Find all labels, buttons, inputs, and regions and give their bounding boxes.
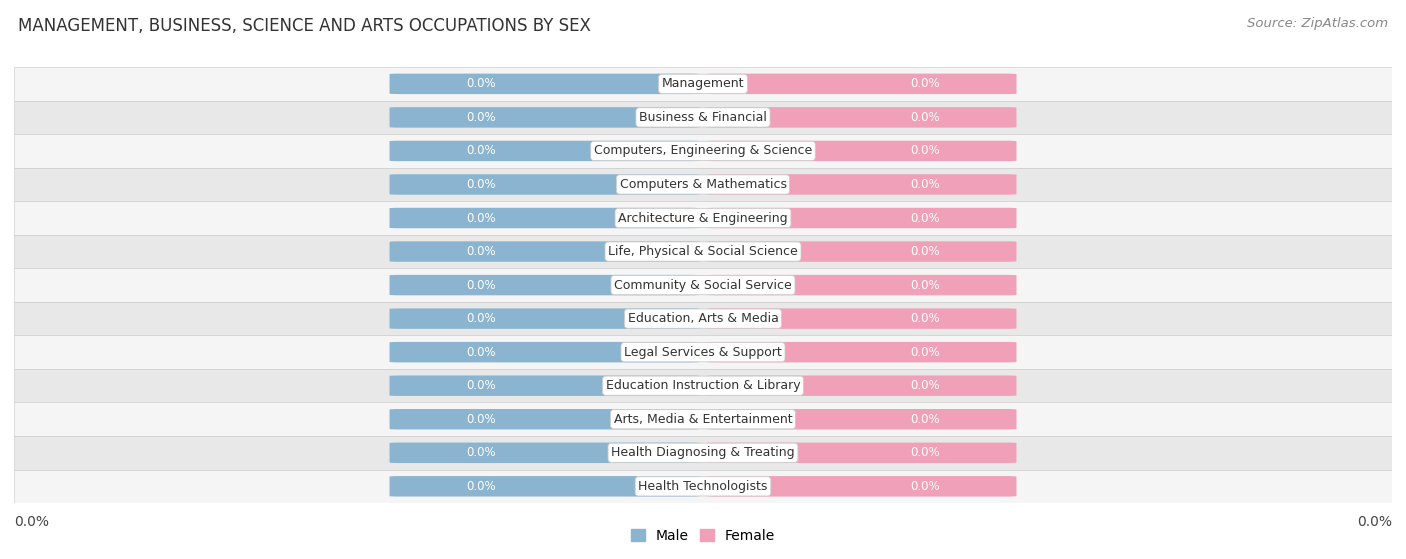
Text: 0.0%: 0.0% [910,345,941,359]
FancyBboxPatch shape [389,174,700,195]
Bar [14,168,1392,201]
Bar [14,369,1392,402]
FancyBboxPatch shape [706,141,1017,161]
Bar [14,470,1392,503]
Text: 0.0%: 0.0% [910,178,941,191]
Text: Community & Social Service: Community & Social Service [614,278,792,292]
Text: Life, Physical & Social Science: Life, Physical & Social Science [609,245,797,258]
Text: 0.0%: 0.0% [910,245,941,258]
Text: 0.0%: 0.0% [465,480,496,493]
Text: 0.0%: 0.0% [910,312,941,325]
Bar [14,436,1392,470]
FancyBboxPatch shape [706,409,1017,429]
Text: Business & Financial: Business & Financial [640,111,766,124]
FancyBboxPatch shape [706,376,1017,396]
Text: 0.0%: 0.0% [910,278,941,292]
Text: Legal Services & Support: Legal Services & Support [624,345,782,359]
Text: 0.0%: 0.0% [465,413,496,426]
Text: 0.0%: 0.0% [14,515,49,529]
FancyBboxPatch shape [389,275,700,295]
Text: 0.0%: 0.0% [465,144,496,158]
Bar [14,67,1392,101]
FancyBboxPatch shape [389,409,700,429]
Text: 0.0%: 0.0% [465,111,496,124]
FancyBboxPatch shape [389,74,700,94]
FancyBboxPatch shape [706,241,1017,262]
Text: Architecture & Engineering: Architecture & Engineering [619,211,787,225]
FancyBboxPatch shape [389,208,700,228]
Text: 0.0%: 0.0% [910,413,941,426]
FancyBboxPatch shape [706,476,1017,496]
Text: 0.0%: 0.0% [910,144,941,158]
FancyBboxPatch shape [389,443,700,463]
FancyBboxPatch shape [706,275,1017,295]
FancyBboxPatch shape [389,141,700,161]
Bar [14,201,1392,235]
FancyBboxPatch shape [389,376,700,396]
Text: Education, Arts & Media: Education, Arts & Media [627,312,779,325]
Text: Source: ZipAtlas.com: Source: ZipAtlas.com [1247,17,1388,30]
Text: 0.0%: 0.0% [465,278,496,292]
FancyBboxPatch shape [389,107,700,127]
FancyBboxPatch shape [389,241,700,262]
Text: 0.0%: 0.0% [465,312,496,325]
FancyBboxPatch shape [706,74,1017,94]
Text: 0.0%: 0.0% [465,211,496,225]
FancyBboxPatch shape [706,443,1017,463]
FancyBboxPatch shape [706,342,1017,362]
Text: 0.0%: 0.0% [910,111,941,124]
Text: 0.0%: 0.0% [910,77,941,91]
Bar [14,235,1392,268]
Text: 0.0%: 0.0% [465,345,496,359]
FancyBboxPatch shape [706,309,1017,329]
Bar [14,402,1392,436]
Text: 0.0%: 0.0% [910,446,941,459]
Text: 0.0%: 0.0% [465,379,496,392]
Text: 0.0%: 0.0% [465,446,496,459]
Text: 0.0%: 0.0% [465,178,496,191]
Bar [14,302,1392,335]
Text: 0.0%: 0.0% [910,480,941,493]
FancyBboxPatch shape [706,174,1017,195]
Text: 0.0%: 0.0% [910,379,941,392]
FancyBboxPatch shape [389,476,700,496]
Text: Computers, Engineering & Science: Computers, Engineering & Science [593,144,813,158]
Text: 0.0%: 0.0% [465,77,496,91]
FancyBboxPatch shape [706,107,1017,127]
Bar [14,268,1392,302]
FancyBboxPatch shape [706,208,1017,228]
Text: Education Instruction & Library: Education Instruction & Library [606,379,800,392]
Text: Health Technologists: Health Technologists [638,480,768,493]
Text: 0.0%: 0.0% [1357,515,1392,529]
Text: Arts, Media & Entertainment: Arts, Media & Entertainment [613,413,793,426]
Text: MANAGEMENT, BUSINESS, SCIENCE AND ARTS OCCUPATIONS BY SEX: MANAGEMENT, BUSINESS, SCIENCE AND ARTS O… [18,17,591,35]
Bar [14,335,1392,369]
Bar [14,101,1392,134]
Legend: Male, Female: Male, Female [626,523,780,548]
Text: 0.0%: 0.0% [910,211,941,225]
Text: Management: Management [662,77,744,91]
FancyBboxPatch shape [389,309,700,329]
Text: 0.0%: 0.0% [465,245,496,258]
Text: Computers & Mathematics: Computers & Mathematics [620,178,786,191]
Text: Health Diagnosing & Treating: Health Diagnosing & Treating [612,446,794,459]
FancyBboxPatch shape [389,342,700,362]
Bar [14,134,1392,168]
